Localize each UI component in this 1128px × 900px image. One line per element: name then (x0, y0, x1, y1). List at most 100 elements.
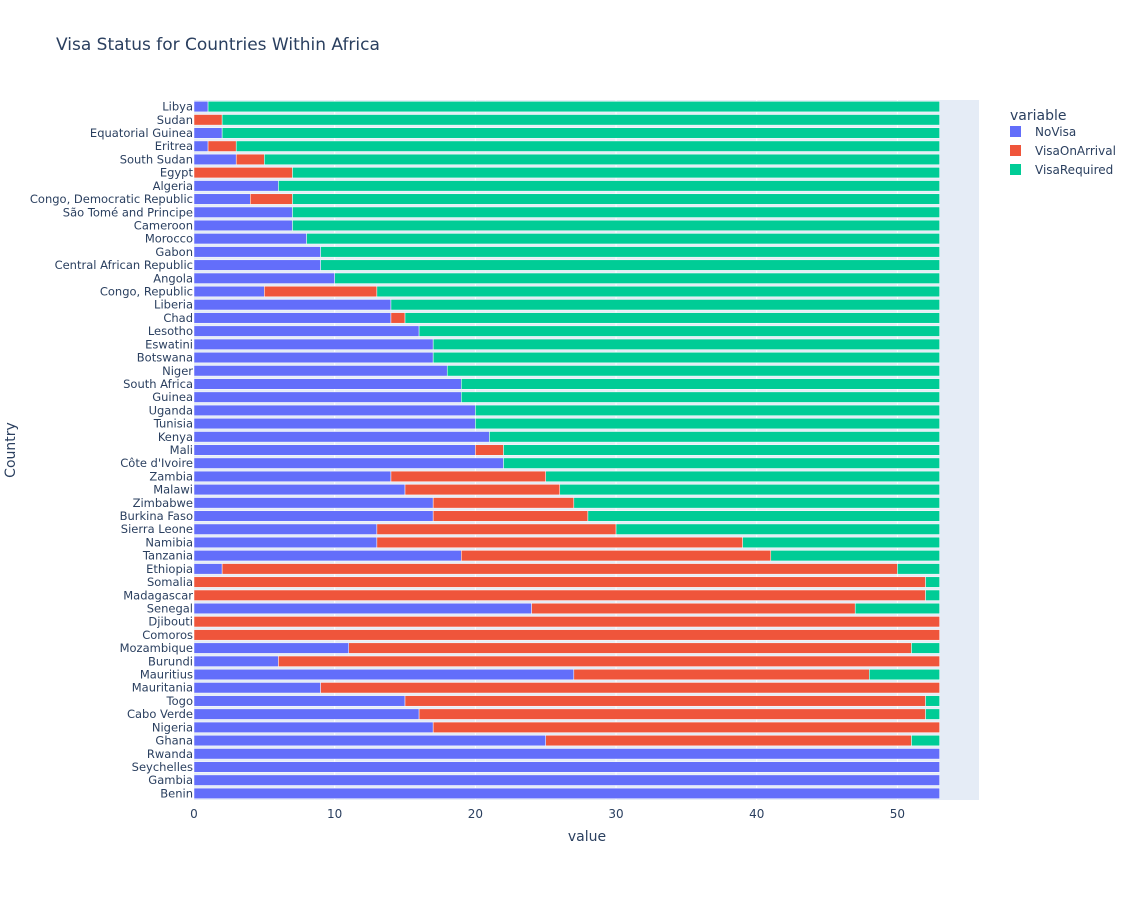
y-tick-label: Côte d'Ivoire (120, 456, 193, 470)
bar-novisa (193, 338, 434, 350)
y-tick-label: Eritrea (155, 139, 193, 153)
y-tick-label: Congo, Republic (100, 285, 193, 299)
y-tick-label: Comoros (142, 628, 193, 642)
bar-visaonarrival (235, 153, 265, 165)
bar-novisa (193, 497, 434, 509)
bar-novisa (193, 431, 490, 443)
bar-novisa (193, 470, 392, 482)
bar-novisa (193, 484, 406, 496)
bar-visaonarrival (193, 589, 926, 601)
bar-visarequired (869, 668, 940, 681)
bar-visarequired (221, 127, 940, 139)
y-tick-label: Somalia (147, 575, 193, 589)
bar-visarequired (207, 101, 940, 113)
bar-visaonarrival (320, 682, 940, 694)
bar-novisa (193, 536, 378, 548)
bar-visarequired (854, 602, 940, 615)
bar-visarequired (587, 510, 940, 522)
y-tick-label: Gambia (148, 773, 193, 787)
y-tick-label: Sierra Leone (121, 522, 193, 536)
legend-swatch (1010, 126, 1021, 137)
bar-novisa (193, 418, 476, 430)
y-tick-label: Tunisia (153, 417, 193, 431)
bar-novisa (193, 246, 321, 258)
y-tick-label: Benin (160, 786, 193, 800)
y-tick-label: Zambia (149, 469, 193, 483)
bar-visarequired (461, 391, 940, 403)
y-tick-label: Uganda (149, 403, 193, 417)
bar-visaonarrival (531, 602, 856, 615)
bar-novisa (193, 285, 265, 298)
bar-novisa (193, 602, 532, 615)
bar-novisa (193, 391, 462, 403)
x-tick-label: 20 (468, 807, 483, 821)
bar-visarequired (432, 338, 940, 350)
y-tick-label: Egypt (160, 166, 194, 180)
legend-swatch (1010, 145, 1021, 156)
y-tick-label: Namibia (145, 535, 193, 549)
bar-novisa (193, 748, 940, 760)
bar-visarequired (925, 589, 940, 601)
x-tick-label: 30 (608, 807, 623, 821)
bar-novisa (193, 325, 420, 337)
bar-novisa (193, 299, 392, 311)
y-tick-label: Mauritius (140, 668, 193, 682)
bar-visarequired (418, 325, 940, 337)
y-tick-label: Congo, Democratic Republic (30, 192, 193, 206)
bar-visaonarrival (250, 193, 293, 205)
bar-visaonarrival (390, 470, 546, 482)
bar-visarequired (292, 206, 940, 218)
x-tick-label: 10 (327, 807, 342, 821)
bar-visarequired (264, 153, 940, 165)
bar-visarequired (615, 523, 940, 535)
bar-visaonarrival (193, 629, 940, 641)
bar-novisa (193, 180, 279, 192)
bar-novisa (193, 352, 434, 364)
y-tick-label: Senegal (147, 601, 193, 615)
y-tick-label: Ethiopia (146, 562, 193, 576)
bar-visarequired (925, 708, 940, 720)
bar-novisa (193, 642, 349, 654)
y-tick-label: Eswatini (145, 337, 193, 351)
bar-visarequired (278, 180, 940, 192)
bar-novisa (193, 668, 575, 681)
bar-novisa (193, 219, 293, 232)
bar-visaonarrival (418, 708, 926, 720)
bar-visaonarrival (461, 550, 772, 562)
bar-novisa (193, 312, 392, 324)
y-tick-label: Burundi (148, 654, 193, 668)
bar-novisa (193, 457, 504, 469)
bar-novisa (193, 127, 223, 139)
bar-visaonarrival (573, 668, 870, 681)
bar-novisa (193, 140, 209, 152)
y-tick-label: Togo (166, 694, 193, 708)
legend-title: variable (1010, 108, 1066, 124)
x-axis-title: value (568, 829, 606, 845)
bar-visarequired (235, 140, 940, 152)
legend-items: NoVisa VisaOnArrival VisaRequired (1010, 125, 1116, 177)
bar-visarequired (573, 497, 940, 509)
y-tick-label: Gabon (155, 245, 193, 259)
bar-visarequired (503, 457, 940, 469)
bar-visaonarrival (390, 312, 406, 324)
bar-novisa (193, 774, 940, 786)
y-tick-label: Kenya (158, 430, 193, 444)
bar-novisa (193, 101, 209, 113)
y-tick-label: Chad (163, 311, 193, 325)
y-tick-label: Cameroon (134, 218, 193, 232)
bar-novisa (193, 378, 462, 390)
bar-visaonarrival (193, 616, 940, 628)
y-tick-label: Libya (162, 100, 193, 114)
x-tick-label: 50 (890, 807, 905, 821)
y-tick-label: Botswana (137, 351, 193, 365)
bar-novisa (193, 523, 378, 535)
bar-visarequired (334, 272, 940, 284)
y-tick-label: Cabo Verde (127, 707, 193, 721)
bar-visaonarrival (193, 167, 293, 179)
bar-visarequired (925, 576, 940, 588)
y-tick-label: Angola (153, 271, 193, 285)
bar-novisa (193, 735, 546, 747)
legend: variable NoVisa VisaOnArrival VisaRequired (1010, 108, 1116, 177)
bar-novisa (193, 153, 237, 165)
y-tick-label: Mali (170, 443, 193, 457)
